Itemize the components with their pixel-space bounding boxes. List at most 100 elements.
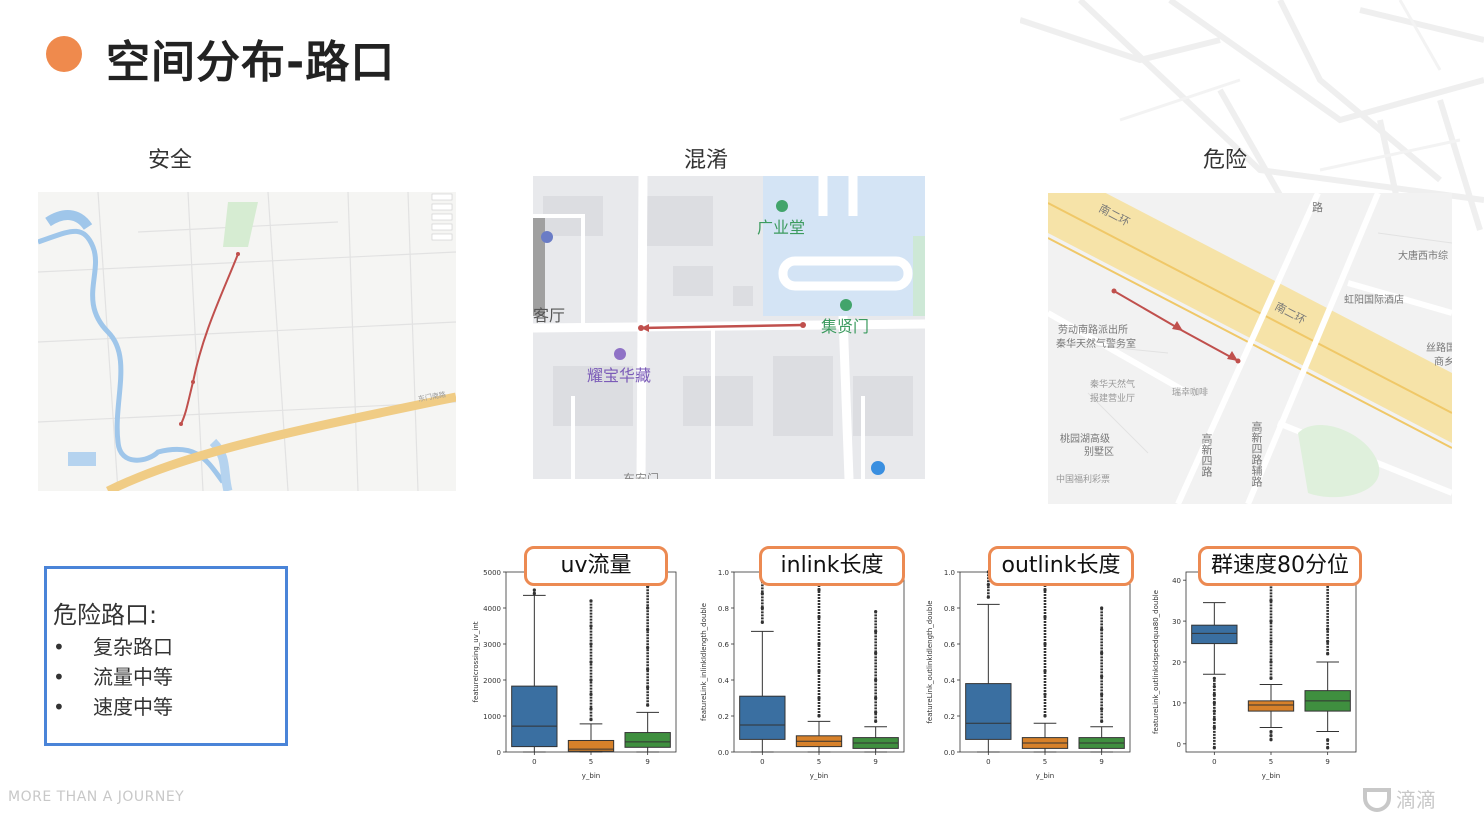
poi-keting: 客厅: [533, 306, 566, 325]
y-tick-label: 0.8: [944, 605, 955, 613]
x-tick-label: 0: [760, 758, 764, 766]
summary-item-3-text: 速度中等: [93, 695, 173, 719]
y-tick-label: 1000: [483, 713, 501, 721]
poi-guangyetang: 广业堂: [757, 218, 806, 237]
y-tick-label: 0.6: [944, 641, 956, 649]
y-tick-label: 0.4: [944, 677, 956, 685]
city-map-decoration: [1020, 0, 1484, 260]
x-tick-label: 0: [1212, 758, 1216, 766]
box-0: [1191, 624, 1238, 645]
map-confusing[interactable]: 广业堂 客厅 集贤门 耀宝华藏 东安门: [533, 176, 925, 479]
box-5: [1247, 700, 1295, 712]
boxplot-uv: 0 1000 2000 3000 4000 5000 featureIcrossing_uv…: [472, 569, 677, 780]
boxplot-inlink: 0.0 0.2 0.4 0.6 0.8 1.0 featureLink_inlinkIdle…: [700, 569, 905, 780]
poi-shang: 商乡: [1434, 357, 1452, 368]
boxplot-speed: 0 10 20 30 40 featureLink_outlinkIdspeedqua80…: [1152, 571, 1357, 780]
x-axis-label: y_bin: [810, 772, 828, 780]
poi-police: 劳动南路派出所: [1058, 325, 1128, 336]
map-danger-drawing: [1048, 193, 1452, 504]
summary-item-1-text: 复杂路口: [93, 635, 173, 659]
summary-item-2: • 流量中等: [53, 665, 173, 689]
box-0: [965, 683, 1012, 740]
summary-item-1: • 复杂路口: [53, 635, 173, 659]
x-tick-label: 0: [532, 758, 536, 766]
x-axis-label: y_bin: [582, 772, 600, 780]
didi-logo-icon: [1363, 788, 1391, 812]
x-tick-label: 0: [986, 758, 990, 766]
summary-item-2-text: 流量中等: [93, 665, 173, 689]
map-label-safe: 安全: [147, 148, 192, 173]
slide-title: 空间分布-路口: [106, 37, 396, 88]
poi-silkroad: 丝路国: [1426, 343, 1452, 354]
poi-hotel: 虹阳国际酒店: [1344, 295, 1404, 306]
map-confusing-drawing: [533, 176, 925, 479]
boxplot-outlink: 0.0 0.2 0.4 0.6 0.8 1.0 featureLink_outlinkIdl…: [926, 569, 1131, 780]
tag-inlink: inlink长度: [759, 546, 905, 586]
x-tick-label: 9: [1099, 758, 1103, 766]
footer-tagline: MORE THAN A JOURNEY: [8, 789, 185, 805]
tag-speed: 群速度80分位: [1198, 546, 1362, 586]
y-tick-label: 1.0: [718, 569, 729, 577]
box-9: [624, 732, 671, 748]
map-safe[interactable]: 东门南路: [38, 192, 456, 491]
y-tick-label: 5000: [483, 569, 501, 577]
poi-villa: 桃园湖高级: [1060, 434, 1110, 445]
y-tick-label: 0.8: [718, 605, 729, 613]
tag-uv: uv流量: [524, 546, 668, 586]
y-tick-label: 0.0: [718, 749, 729, 757]
y-axis-label: featureIcrossing_uv_int: [472, 621, 480, 702]
map-safe-drawing: [38, 192, 456, 491]
x-tick-label: 5: [1269, 758, 1273, 766]
x-axis-label: y_bin: [1262, 772, 1280, 780]
map-label-danger: 危险: [1202, 148, 1247, 173]
poi-gas-police: 秦华天然气警务室: [1056, 339, 1136, 350]
x-tick-label: 9: [1325, 758, 1329, 766]
y-tick-label: 0.2: [718, 713, 729, 721]
poi-coffee: 瑞幸咖啡: [1172, 388, 1209, 398]
poi-road-top: 路: [1312, 201, 1323, 214]
poi-lottery: 中国福利彩票: [1056, 475, 1111, 485]
y-tick-label: 0.2: [944, 713, 955, 721]
y-tick-label: 30: [1172, 618, 1181, 626]
poi-datang: 大唐西市综: [1398, 251, 1448, 262]
y-tick-label: 3000: [483, 641, 501, 649]
y-axis-label: featureLink_outlinkIdlength_double: [926, 600, 934, 723]
poi-villa-2: 别墅区: [1084, 447, 1114, 458]
box-5: [567, 739, 615, 752]
poi-gaoxin-aux: 高新四路辅路: [1250, 421, 1263, 487]
y-tick-label: 1.0: [944, 569, 955, 577]
y-tick-label: 2000: [483, 677, 501, 685]
x-tick-label: 5: [1043, 758, 1047, 766]
map-danger[interactable]: 南二环 劳动南路派出所 秦华天然气警务室 秦华天然气 报建营业厅 瑞幸咖啡 桃园…: [1048, 193, 1452, 504]
y-tick-label: 0: [1177, 741, 1181, 749]
x-tick-label: 5: [817, 758, 821, 766]
summary-item-3: • 速度中等: [53, 695, 173, 719]
summary-title: 危险路口:: [53, 601, 158, 629]
poi-yaobaohuacang: 耀宝华藏: [587, 366, 652, 385]
danger-summary-box: 危险路口: • 复杂路口 • 流量中等 • 速度中等: [44, 566, 288, 746]
x-axis-label: y_bin: [1036, 772, 1054, 780]
y-axis-label: featureLink_outlinkIdspeedqua80_double: [1152, 590, 1160, 734]
poi-gaoxin: 高新四路: [1200, 433, 1213, 477]
y-tick-label: 4000: [483, 605, 501, 613]
y-axis-label: featureLink_inlinkIdlength_double: [700, 603, 708, 721]
y-tick-label: 0.4: [718, 677, 730, 685]
map-label-confusing: 混淆: [683, 148, 728, 173]
poi-jixianmen: 集贤门: [821, 317, 870, 336]
tag-outlink: outlink长度: [988, 546, 1134, 586]
y-tick-label: 0.0: [944, 749, 955, 757]
x-tick-label: 5: [589, 758, 593, 766]
y-tick-label: 10: [1172, 700, 1181, 708]
x-tick-label: 9: [645, 758, 649, 766]
y-tick-label: 40: [1172, 577, 1181, 585]
y-tick-label: 0.6: [718, 641, 730, 649]
box-0: [511, 685, 558, 748]
poi-gas: 秦华天然气: [1090, 380, 1136, 390]
y-tick-label: 20: [1172, 659, 1181, 667]
title-bullet: [46, 36, 82, 72]
y-tick-label: 0: [497, 749, 501, 757]
poi-gas-hall: 报建营业厅: [1090, 394, 1136, 404]
brand-name: 滴滴: [1396, 788, 1436, 812]
box-0: [739, 695, 786, 740]
